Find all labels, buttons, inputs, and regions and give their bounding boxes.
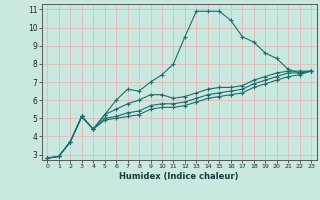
X-axis label: Humidex (Indice chaleur): Humidex (Indice chaleur) — [119, 172, 239, 181]
